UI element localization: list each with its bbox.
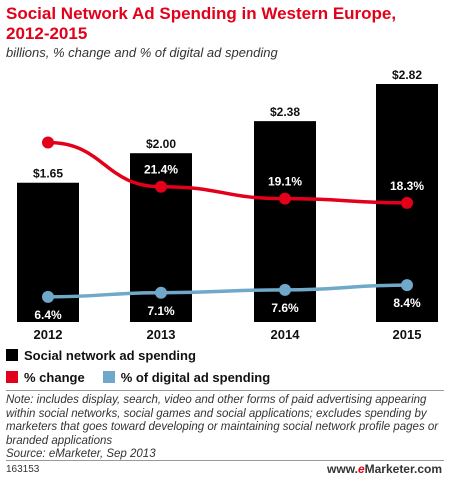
footnote: Note: includes display, search, video an… (6, 394, 446, 462)
x-tick-2015: 2015 (393, 327, 422, 342)
change-label-2013: 21.4% (144, 163, 178, 177)
bar-label-2012: $1.65 (33, 167, 63, 181)
x-tick-2013: 2013 (147, 327, 176, 342)
legend-item-change: % change (6, 367, 85, 387)
legend-item-bars: Social network ad spending (6, 345, 444, 365)
legend-swatch-change (6, 371, 18, 383)
digital-label-2012: 6.4% (34, 308, 62, 322)
legend-swatch-digital (102, 371, 115, 383)
source-text: Source: eMarketer, Sep 2013 (6, 448, 156, 460)
chart-id: 163153 (6, 464, 40, 475)
change-label-2014: 19.1% (268, 175, 302, 189)
x-tick-2012: 2012 (34, 327, 63, 342)
change-label-2015: 18.3% (390, 179, 424, 193)
digital-label-2013: 7.1% (147, 304, 175, 318)
change-point-2014 (279, 192, 291, 205)
legend-swatch-bars (6, 349, 18, 361)
digital-point-2013 (155, 286, 167, 299)
change-point-2012 (42, 136, 54, 149)
divider-bottom (6, 460, 444, 461)
legend-label-change: % change (24, 369, 85, 385)
bar-label-2013: $2.00 (146, 137, 176, 151)
brand-logo: www.eMarketer.com (327, 462, 442, 476)
digital-point-2015 (401, 279, 413, 292)
digital-point-2014 (279, 283, 291, 296)
chart-plot: $1.65 $2.00 $2.38 $2.82 29.9% 21.4% 19.1% 18.3%… (17, 68, 438, 342)
digital-line (47, 283, 408, 299)
chart-title: Social Network Ad Spending in Western Eu… (6, 4, 397, 43)
digital-label-2014: 7.6% (271, 301, 299, 315)
x-tick-2014: 2014 (271, 327, 301, 342)
change-point-2013 (155, 180, 167, 193)
divider-top (6, 390, 444, 391)
legend-item-digital: % of digital ad spending (102, 367, 271, 387)
chart-legend: Social network ad spending % change % of… (6, 345, 444, 389)
bar-label-2015: $2.82 (392, 68, 422, 82)
change-point-2015 (401, 196, 413, 209)
change-line (47, 140, 408, 205)
digital-label-2015: 8.4% (393, 296, 421, 310)
legend-label-bars: Social network ad spending (24, 347, 196, 363)
legend-label-digital: % of digital ad spending (120, 369, 271, 385)
note-text: Note: includes display, search, video an… (6, 394, 439, 447)
chart-subtitle: billions, % change and % of digital ad s… (6, 45, 278, 60)
digital-point-2012 (42, 290, 54, 303)
change-label-2012: 29.9% (31, 119, 65, 133)
bar-label-2014: $2.38 (270, 105, 300, 119)
